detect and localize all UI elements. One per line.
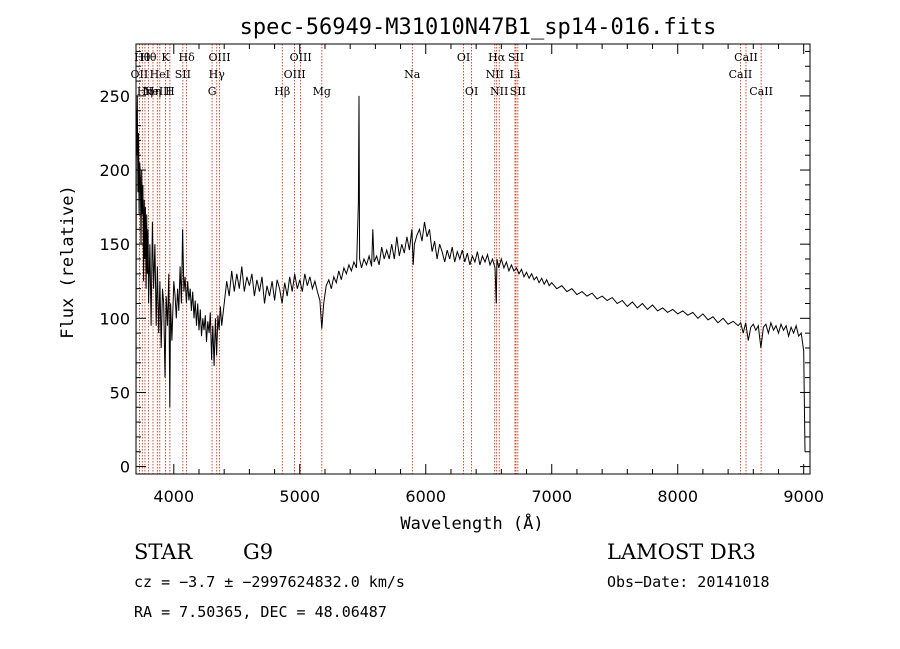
emission-line-markers bbox=[139, 44, 762, 474]
emission-line-label: OII bbox=[131, 68, 149, 81]
y-tick-label: 0 bbox=[120, 458, 130, 477]
plot-frame bbox=[135, 43, 811, 475]
y-axis-label: Flux (relative) bbox=[58, 185, 78, 339]
emission-line-label: Na bbox=[404, 68, 421, 81]
emission-line-label: Hη bbox=[145, 85, 161, 98]
x-axis-ticks: 4000 5000 6000 7000 8000 9000 bbox=[153, 44, 824, 506]
emission-line-label: SII bbox=[175, 68, 191, 81]
emission-line-label: OI bbox=[457, 51, 470, 64]
x-tick-label: 9000 bbox=[783, 487, 824, 506]
emission-line-label: CaII bbox=[734, 51, 758, 64]
emission-line-label: OI bbox=[465, 85, 478, 98]
emission-line-label: H bbox=[165, 85, 175, 98]
coordinates-readout: RA = 7.50365, DEC = 48.06487 bbox=[134, 603, 387, 621]
emission-line-label: Hγ bbox=[209, 68, 226, 81]
x-tick-label: 8000 bbox=[657, 487, 698, 506]
emission-line-label: G bbox=[208, 85, 217, 98]
y-axis-ticks: 0 50 100 150 200 250 bbox=[99, 50, 810, 477]
emission-line-label: Hα bbox=[488, 51, 506, 64]
y-tick-label: 200 bbox=[99, 161, 130, 180]
emission-line-label: HeI bbox=[150, 68, 170, 81]
emission-line-label: NII bbox=[490, 85, 508, 98]
emission-line-label: Hθ bbox=[140, 51, 157, 64]
emission-line-label: CaII bbox=[729, 68, 753, 81]
emission-line-label: SII bbox=[510, 85, 526, 98]
x-tick-label: 5000 bbox=[279, 487, 320, 506]
x-tick-label: 4000 bbox=[153, 487, 194, 506]
emission-line-label: Hη bbox=[137, 85, 153, 98]
emission-line-label: Hβ bbox=[274, 85, 290, 98]
emission-line-labels: OIIHθHηHθHηNeIIIHeIKHSIIHδGHγOIIIHβOIIIO… bbox=[131, 51, 773, 98]
y-tick-label: 100 bbox=[99, 309, 130, 328]
x-axis-label: Wavelength (Å) bbox=[400, 512, 543, 534]
y-tick-label: 250 bbox=[99, 87, 130, 106]
object-class: STAR bbox=[134, 540, 193, 564]
emission-line-label: NII bbox=[486, 68, 504, 81]
emission-line-label: SII bbox=[508, 51, 524, 64]
object-subclass: G9 bbox=[243, 540, 274, 564]
redshift-readout: cz = −3.7 ± −2997624832.0 km/s bbox=[134, 573, 405, 591]
chart-title: spec-56949-M31010N47B1_sp14-016.fits bbox=[240, 15, 717, 40]
emission-line-label: OIII bbox=[284, 68, 306, 81]
emission-line-label: Hθ bbox=[134, 51, 151, 64]
y-tick-label: 150 bbox=[99, 235, 130, 254]
emission-line-label: OIII bbox=[290, 51, 312, 64]
spectrum-series bbox=[135, 95, 806, 467]
x-tick-label: 7000 bbox=[531, 487, 572, 506]
emission-line-label: Hδ bbox=[179, 51, 196, 64]
survey-release: LAMOST DR3 bbox=[607, 540, 756, 564]
emission-line-label: NeIII bbox=[143, 85, 172, 98]
y-tick-label: 50 bbox=[110, 383, 130, 402]
observation-date: Obs−Date: 20141018 bbox=[607, 573, 770, 591]
emission-line-label: Mg bbox=[313, 85, 331, 98]
emission-line-label: CaII bbox=[749, 85, 773, 98]
emission-line-label: K bbox=[161, 51, 170, 64]
x-tick-label: 6000 bbox=[405, 487, 446, 506]
emission-line-label: Li bbox=[510, 68, 521, 81]
emission-line-label: OIII bbox=[208, 51, 230, 64]
